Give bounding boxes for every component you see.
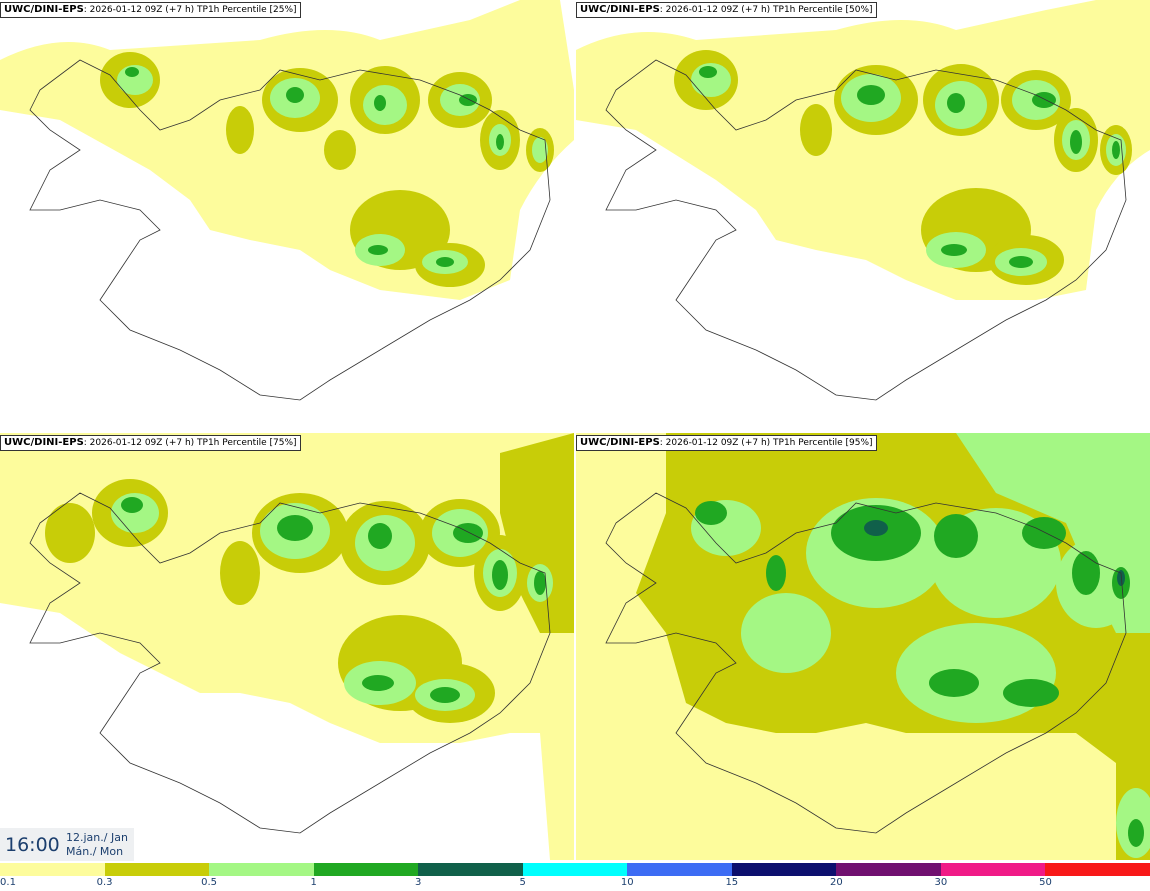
legend-swatch [731,863,837,876]
precip-map-p50 [576,0,1150,401]
legend-tick-label: 20 [829,877,843,888]
precip-map-p95 [576,433,1150,860]
coastline [29,492,551,834]
legend-tick-label: 50 [1039,877,1052,888]
coastline [605,59,1127,401]
map-panel-p95: UWC/DINI-EPS: 2026-01-12 09Z (+7 h) TP1h… [576,433,1150,860]
map-panel-p50: UWC/DINI-EPS: 2026-01-12 09Z (+7 h) TP1h… [576,0,1150,427]
panel-title: UWC/DINI-EPS: 2026-01-12 09Z (+7 h) TP1h… [576,2,877,18]
panel-title: UWC/DINI-EPS: 2026-01-12 09Z (+7 h) TP1h… [0,435,301,451]
precip-field-green [121,497,546,703]
precip-field-dark-green [864,520,1125,586]
legend-swatch [940,863,1046,876]
legend-swatch [1045,863,1150,876]
precip-map-p25 [0,0,574,401]
panel-title: UWC/DINI-EPS: 2026-01-12 09Z (+7 h) TP1h… [576,435,877,451]
precip-map-p75 [0,433,574,860]
legend-tick-label: 0.5 [201,877,218,888]
legend-tick-label: 30 [934,877,948,888]
legend-swatch [522,863,628,876]
valid-day: Mán./ Mon [66,845,124,858]
legend-swatch [627,863,732,876]
valid-time: 16:00 [5,834,60,856]
valid-date: 12.jan./ Jan [66,831,128,844]
legend-swatch [313,863,419,876]
legend-tick-label: 3 [414,877,422,888]
map-panel-p75: UWC/DINI-EPS: 2026-01-12 09Z (+7 h) TP1h… [0,433,574,860]
legend-swatch [104,863,210,876]
precip-field-green [125,67,504,267]
legend-tick-label: 0.3 [96,877,113,888]
legend-tick-label: 5 [519,877,526,888]
legend-tick-label: 10 [620,877,634,888]
legend-tick-label: 15 [725,877,739,888]
legend-swatch [209,863,314,876]
map-panel-p25: UWC/DINI-EPS: 2026-01-12 09Z (+7 h) TP1h… [0,0,574,427]
legend-swatch [418,863,523,876]
legend-swatch [0,863,105,876]
panel-title: UWC/DINI-EPS: 2026-01-12 09Z (+7 h) TP1h… [0,2,301,18]
valid-time-box: 16:00 12.jan./ Jan Mán./ Mon [0,828,134,861]
legend-tick-label: 0.1 [0,877,16,888]
coastline [29,59,551,401]
legend-swatch [836,863,941,876]
legend-tick-label: 1 [310,877,317,888]
color-scale-legend [0,863,1150,876]
color-scale-ticks: 0.1 0.3 0.5 1 3 5 10 15 20 30 50 [0,877,1150,891]
coastline [605,492,1127,834]
